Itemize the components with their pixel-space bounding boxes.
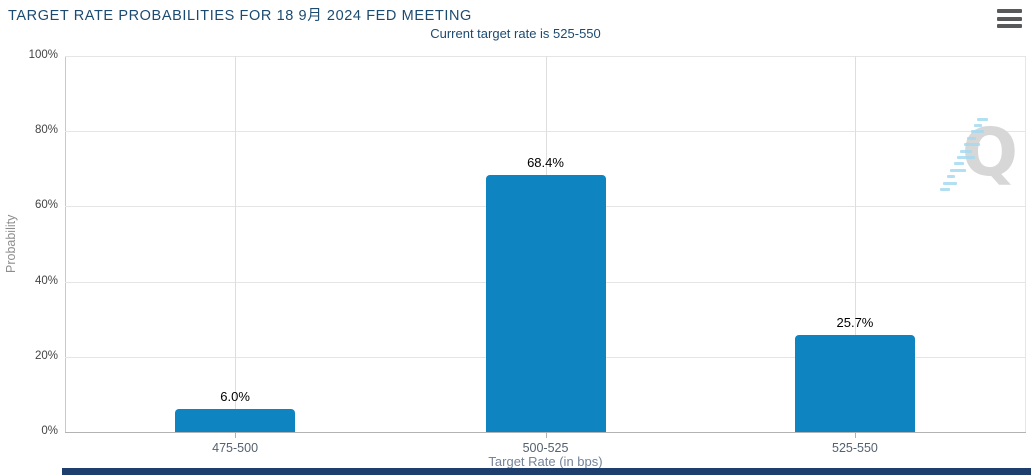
watermark-dash (977, 117, 989, 121)
bar-value-label: 6.0% (220, 389, 250, 405)
bar-525-550[interactable] (794, 335, 915, 432)
y-tick-label: 100% (28, 49, 58, 61)
watermark-dash (970, 130, 984, 134)
x-tick-mark (854, 433, 856, 438)
bar-value-label: 25.7% (836, 315, 874, 331)
y-tick-label: 0% (41, 425, 58, 437)
watermark-dash (946, 175, 955, 179)
hamburger-icon (997, 16, 1022, 21)
x-category-label: 500-525 (522, 441, 569, 455)
bar-500-525[interactable] (485, 174, 606, 432)
bottom-section-bar (62, 468, 1031, 475)
hamburger-icon (997, 24, 1022, 28)
x-tick-mark (235, 433, 237, 438)
y-tick-label: 80% (34, 124, 58, 137)
hamburger-icon (997, 9, 1022, 13)
watermark-dash (940, 188, 950, 191)
watermark-dash (943, 181, 958, 185)
quikstrike-watermark-icon: Q (938, 114, 1020, 194)
watermark-dash (957, 156, 975, 159)
category-gridline (854, 56, 856, 432)
y-tick-label: 20% (34, 349, 58, 362)
x-tick-mark (545, 433, 547, 438)
chart-title: TARGET RATE PROBABILITIES FOR 18 9月 2024… (8, 8, 472, 24)
bar-value-label: 68.4% (527, 154, 564, 170)
y-tick-label: 60% (34, 199, 58, 212)
y-axis-title: Probability (4, 214, 18, 274)
y-tick-label: 40% (34, 274, 58, 287)
bar-475-500[interactable] (175, 409, 296, 432)
plot-area: Q (65, 56, 1026, 432)
watermark-dash (950, 168, 967, 172)
watermark-dash (953, 162, 964, 166)
x-axis-line (65, 432, 1026, 433)
x-category-label: 525-550 (832, 441, 878, 455)
watermark-dash (963, 143, 980, 147)
category-gridline (235, 56, 237, 432)
x-axis-title: Target Rate (in bps) (488, 454, 603, 469)
chart-menu-button[interactable] (997, 9, 1022, 28)
watermark-dash (967, 136, 977, 140)
chart-subtitle: Current target rate is 525-550 (430, 26, 601, 41)
x-category-label: 475-500 (212, 441, 259, 455)
watermark-dash (974, 124, 982, 127)
watermark-dash (960, 149, 973, 153)
